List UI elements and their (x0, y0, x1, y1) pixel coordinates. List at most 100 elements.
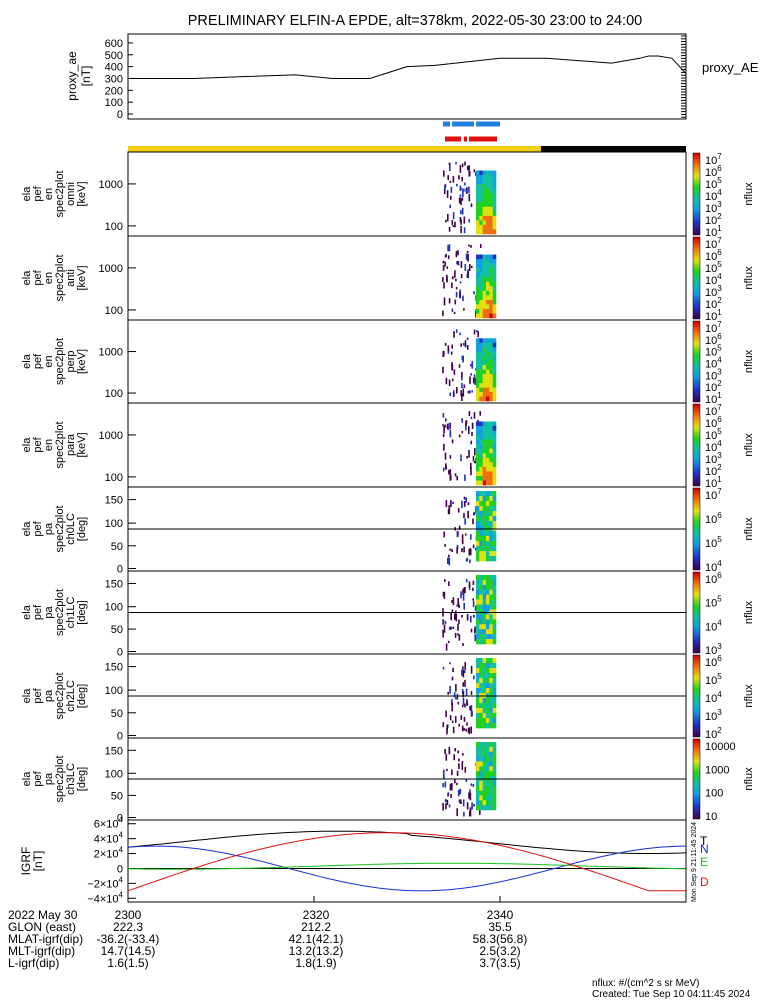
spectrogram-cell (476, 286, 480, 291)
spectrogram-cell (489, 678, 493, 684)
spectrogram-cell (476, 378, 480, 384)
spectrogram-cell (476, 448, 480, 454)
spectrogram-cell (489, 392, 493, 397)
spectrogram-speckle (457, 633, 459, 636)
spectrogram-cell (489, 202, 493, 207)
spectrogram-cell (492, 761, 497, 767)
spectrogram-cell (482, 197, 487, 203)
spectrogram-cell (489, 698, 493, 704)
spectrogram-speckle (469, 390, 471, 394)
spectrogram-cell (492, 546, 497, 552)
proxy-ae-ytick-label: 600 (105, 38, 123, 50)
proxy-ae-ytick-label: 200 (105, 85, 123, 97)
spectrogram-ylabel-line: ela (21, 186, 33, 202)
igrf-ytick-label: 4×104 (94, 831, 124, 846)
spectrogram-speckle (451, 600, 453, 603)
spectrogram-ylabel-line: perp (65, 350, 77, 372)
spectrogram-cell (482, 668, 487, 674)
spectrogram-speckle (469, 792, 472, 801)
spectrogram-speckle (474, 634, 476, 642)
spectrogram-ylabel-line: en (43, 355, 55, 367)
spectrogram-cell (492, 703, 497, 709)
spectrogram-cell (476, 723, 480, 729)
spectrogram-cell (476, 501, 480, 507)
spectrogram-speckle (461, 500, 463, 509)
colorbar (692, 152, 701, 236)
spectrogram-cell (492, 430, 497, 436)
spectrogram-cell (486, 272, 490, 278)
spectrogram-speckle (465, 497, 467, 503)
colorbar (692, 738, 701, 820)
spectrogram-cell (486, 683, 490, 689)
spectrogram-cell (489, 272, 493, 278)
colorbar (692, 654, 701, 738)
spectrogram-cell (479, 639, 483, 645)
spectrogram-cell (479, 193, 483, 198)
spectrogram-cell (482, 392, 487, 397)
spectrogram-speckle (468, 165, 470, 171)
spectrogram-cell (479, 304, 483, 310)
spectrogram-speckle (463, 501, 466, 507)
spectrogram-speckle (444, 799, 447, 803)
spectrogram-cell (482, 756, 487, 762)
spectrogram-cell (482, 703, 487, 709)
spectrogram-cell (492, 629, 497, 635)
spectrogram-cell (492, 426, 497, 431)
spectrogram-speckle (462, 588, 464, 596)
spectrogram-speckle (461, 177, 463, 182)
spectrogram-cell (479, 780, 483, 787)
spectrogram-cell (489, 668, 493, 674)
spectrogram-cell (479, 471, 483, 477)
spectrogram-cell (489, 421, 493, 427)
colorbar (692, 403, 701, 487)
spectrogram-ytick-label: 50 (111, 624, 123, 636)
xaxis-cell: 1.6(1.5) (107, 956, 148, 970)
spectrogram-cell (489, 584, 493, 591)
spectrogram-cell (479, 254, 483, 260)
spectrogram-cell (486, 551, 490, 557)
spectrogram-speckle (454, 613, 456, 620)
spectrogram-cell (479, 703, 483, 709)
spectrogram-cell (482, 313, 487, 319)
colorbar-tick-label: 105 (705, 595, 722, 610)
spectrogram-cell (482, 229, 487, 235)
spectrogram-cell (489, 295, 493, 301)
proxy-ae-ylabel-line1: proxy_ae (65, 51, 79, 101)
spectrogram-speckle (456, 183, 458, 187)
spectrogram-cell (492, 387, 497, 393)
spectrogram-cell (482, 360, 487, 366)
spectrogram-cell (486, 254, 490, 260)
spectrogram-cell (482, 202, 487, 207)
xaxis-cell: 222.3 (113, 920, 143, 934)
spectrogram-speckle (451, 439, 454, 444)
proxy-ae-ytick-label: 500 (105, 50, 123, 62)
spectrogram-cell (486, 516, 490, 522)
spectrogram-cell (476, 387, 480, 393)
spectrogram-cell (476, 742, 480, 748)
spectrogram-speckle (469, 705, 471, 711)
colorbar (692, 571, 701, 654)
spectrogram-speckle (465, 424, 467, 431)
spectrogram-cell (476, 453, 480, 458)
spectrogram-cell (492, 531, 497, 537)
spectrogram-cell (476, 771, 480, 777)
spectrogram-cell (489, 790, 493, 796)
spectrogram-speckle (459, 332, 461, 336)
spectrogram-cell (489, 426, 493, 431)
spectrogram-cell (479, 197, 483, 203)
spectrogram-cell (489, 439, 493, 445)
spectrogram-cell (482, 304, 487, 310)
spectrogram-speckle (452, 225, 455, 227)
spectrogram-speckle (463, 384, 466, 388)
spectrogram-cell (479, 480, 483, 486)
spectrogram-speckle (452, 212, 455, 220)
spectrogram-cell (486, 387, 490, 393)
spectrogram-cell (492, 516, 497, 522)
spectrogram-cell (482, 511, 487, 517)
spectrogram-cell (486, 756, 490, 762)
spectrogram-cell (479, 594, 483, 600)
spectrogram-speckle (472, 587, 474, 592)
spectrogram-cell (486, 718, 490, 724)
colorbar-zlabel: nflux (743, 266, 755, 290)
